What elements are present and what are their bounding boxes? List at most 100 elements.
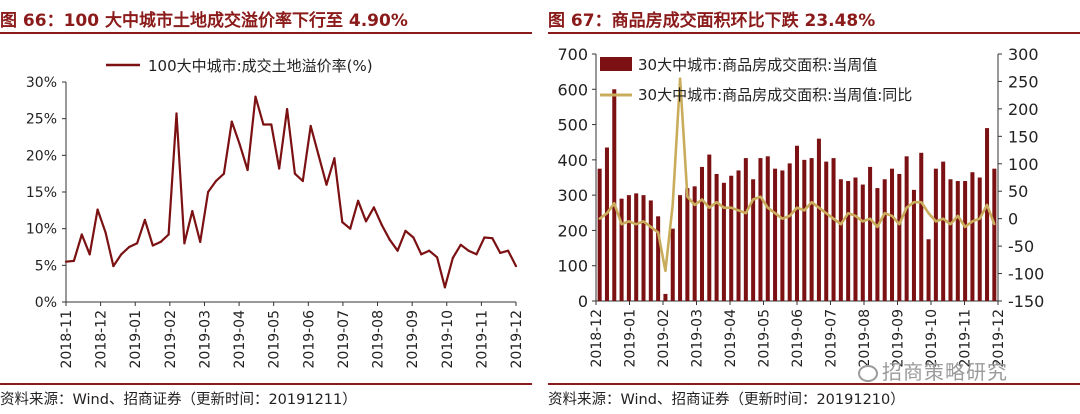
right-bar xyxy=(846,181,851,301)
right-bar xyxy=(963,181,968,301)
left-x-tick-label: 2019-04 xyxy=(232,310,248,369)
right-yoy-point xyxy=(759,195,762,198)
left-data-point xyxy=(175,112,178,115)
right-yoy-point xyxy=(635,222,638,226)
left-legend-label: 100大中城市:成交土地溢价率(%) xyxy=(148,57,373,75)
right-yoy-point xyxy=(883,211,886,215)
right-yoy-point xyxy=(839,222,843,226)
left-data-point xyxy=(278,167,281,170)
left-data-point xyxy=(364,220,368,223)
left-x-tick-label: 2019-03 xyxy=(197,310,213,369)
left-data-point xyxy=(317,154,320,157)
right-yoy-point xyxy=(605,211,609,215)
right-bar xyxy=(751,179,756,301)
right-x-tick-label: 2019-01 xyxy=(623,309,639,368)
right-left-y-tick-label: 400 xyxy=(557,151,588,170)
left-data-point xyxy=(254,95,257,98)
right-yoy-point xyxy=(978,217,981,220)
left-data-point xyxy=(96,208,99,211)
right-bar xyxy=(816,138,821,301)
right-yoy-point xyxy=(664,269,667,273)
right-yoy-point xyxy=(868,217,872,220)
left-data-point xyxy=(309,124,312,128)
right-bar xyxy=(707,154,712,301)
right-bar xyxy=(765,156,770,301)
left-x-tick-label: 2019-06 xyxy=(301,310,317,369)
right-right-y-tick-label: -50 xyxy=(1008,237,1034,256)
right-bar xyxy=(641,195,646,301)
right-legend-line-label: 30大中城市:商品房成交面积:当周值:同比 xyxy=(638,86,912,104)
left-y-tick-label: 5% xyxy=(35,258,57,274)
right-right-y-tick-label: 0 xyxy=(1008,210,1018,229)
left-data-point xyxy=(167,233,170,236)
right-yoy-point xyxy=(678,77,682,80)
left-title-rule xyxy=(0,32,532,34)
right-yoy-point xyxy=(598,217,601,220)
left-data-point xyxy=(412,236,415,239)
right-bar xyxy=(721,182,726,301)
right-bar xyxy=(985,128,990,301)
right-bar xyxy=(729,175,734,301)
right-yoy-point xyxy=(737,209,740,212)
left-y-tick-label: 25% xyxy=(26,112,57,128)
right-bar xyxy=(780,170,785,301)
right-yoy-point xyxy=(722,206,726,209)
left-series-line xyxy=(65,95,517,289)
left-data-point xyxy=(483,236,486,239)
left-y-tick-label: 20% xyxy=(26,148,57,164)
left-data-point xyxy=(88,253,91,256)
right-bar xyxy=(626,195,631,301)
right-bar xyxy=(948,179,953,301)
right-bar xyxy=(612,89,617,302)
left-data-point xyxy=(357,199,360,202)
right-bar xyxy=(758,158,763,301)
left-data-point xyxy=(199,240,202,243)
right-yoy-point xyxy=(890,214,894,218)
right-x-tick-label: 2019-07 xyxy=(824,309,840,368)
right-chart-svg: 0 100 200 300 400 500 600 700 -150 -100 -50 0 50 100 1… xyxy=(557,45,1044,368)
right-left-y-tick-label: 300 xyxy=(557,186,588,205)
right-right-y-tick-label: 50 xyxy=(1008,182,1028,201)
right-bar xyxy=(992,168,997,301)
right-bar xyxy=(860,184,865,301)
right-left-y-tick-label: 500 xyxy=(557,116,588,135)
left-x-tick-label: 2019-07 xyxy=(336,310,352,369)
right-yoy-point xyxy=(920,201,923,204)
right-bar xyxy=(838,179,843,301)
left-data-point xyxy=(443,286,447,289)
right-yoy-point xyxy=(795,206,799,209)
left-data-point xyxy=(285,108,289,111)
right-left-y-tick-label: 100 xyxy=(557,257,588,276)
left-data-point xyxy=(112,264,115,268)
right-x-tick-label: 2019-02 xyxy=(656,309,672,368)
left-data-point xyxy=(64,260,68,263)
right-bar xyxy=(911,189,916,301)
left-chart-svg: 0% 5% 10% 15% 20% 25% 30% 2018-11 2018-12 2019-01… xyxy=(26,57,525,369)
left-data-point xyxy=(396,249,399,252)
right-yoy-point xyxy=(715,201,718,204)
right-yoy-point xyxy=(949,222,952,226)
right-yoy-point xyxy=(927,211,930,215)
left-data-point xyxy=(238,143,241,146)
right-x-tick-label: 2019-08 xyxy=(857,309,873,368)
left-data-point xyxy=(293,172,297,175)
right-x-tick-label: 2019-05 xyxy=(757,309,773,368)
right-bar xyxy=(941,161,946,301)
left-data-point xyxy=(270,123,273,126)
right-yoy-point xyxy=(708,206,711,209)
right-yoy-point xyxy=(656,231,660,234)
left-y-tick-label: 0% xyxy=(35,295,57,311)
right-yoy-point xyxy=(744,211,748,215)
right-legend-bar-label: 30大中城市:商品房成交面积:当周值 xyxy=(638,56,877,74)
left-data-point xyxy=(135,242,139,245)
right-right-y-tick-label: -150 xyxy=(1008,292,1044,311)
right-yoy-point xyxy=(613,202,616,205)
left-data-point xyxy=(128,245,131,249)
left-x-tick-label: 2019-11 xyxy=(474,310,490,369)
right-bar xyxy=(970,172,975,301)
left-data-point xyxy=(143,218,147,221)
right-yoy-point xyxy=(854,214,857,218)
right-bar xyxy=(663,293,668,301)
right-bar xyxy=(875,188,880,301)
left-data-point xyxy=(451,256,454,260)
